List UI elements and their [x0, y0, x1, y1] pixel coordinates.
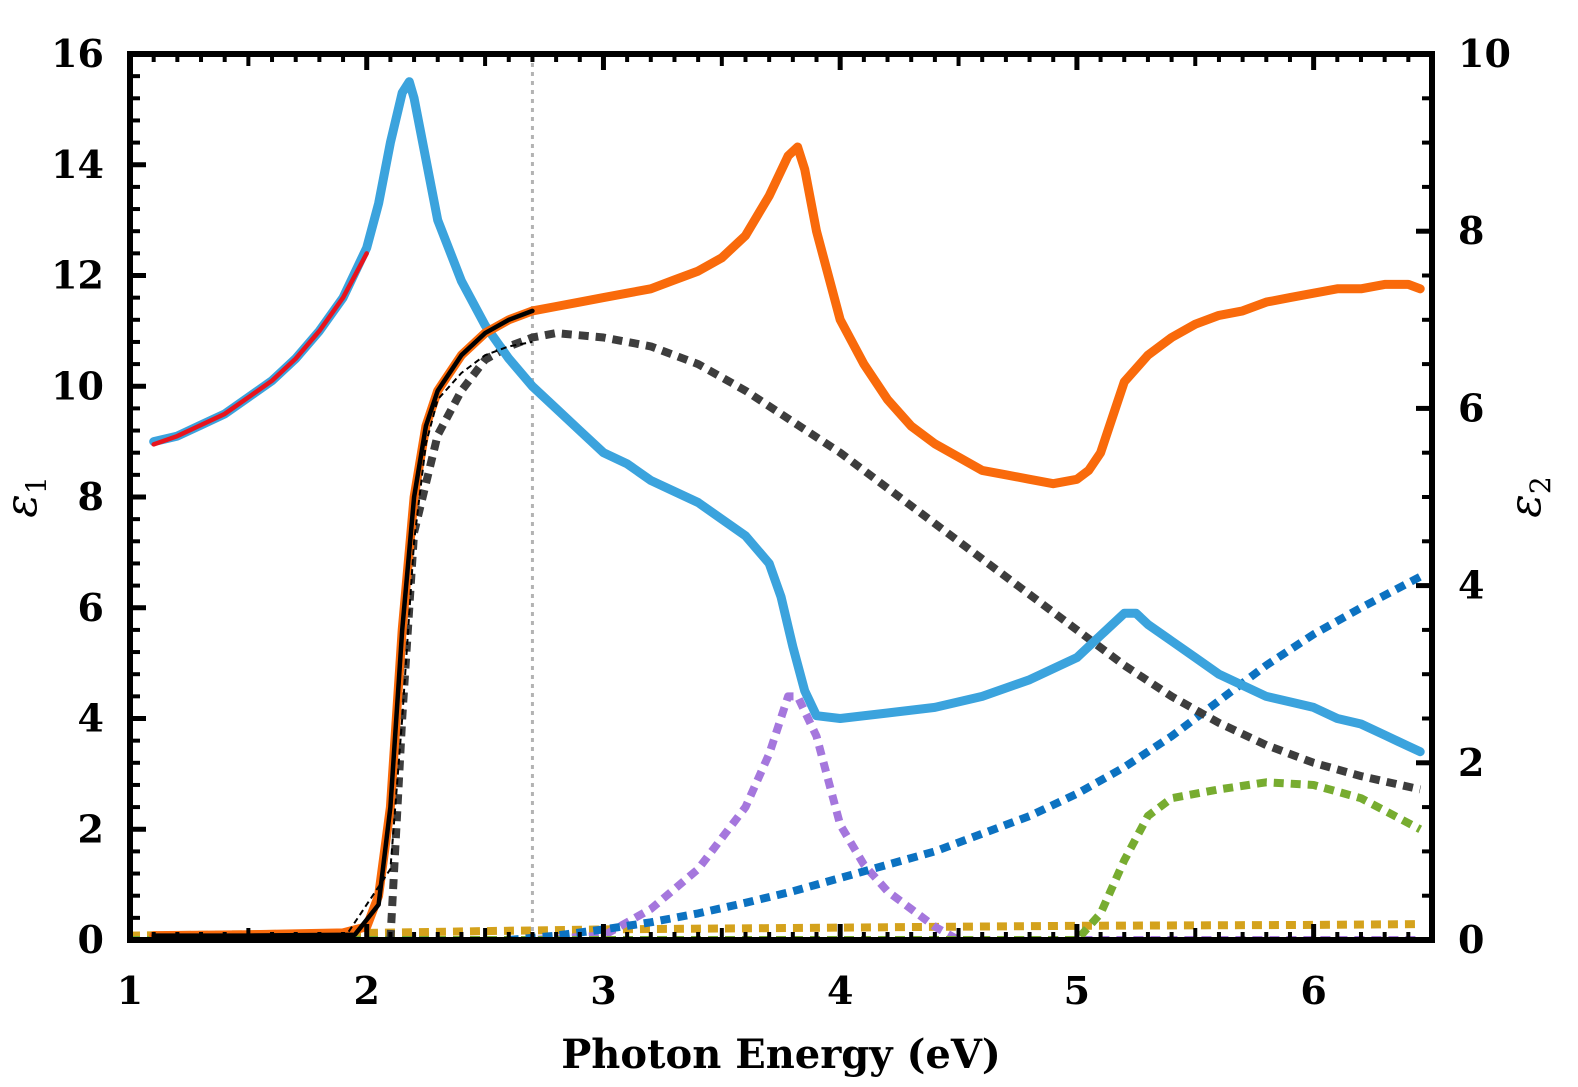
y-left-subscript: 1 — [20, 476, 53, 494]
series-oscillator-green — [130, 778, 1423, 940]
y-left-symbol: ε — [0, 494, 47, 518]
series-oscillator-black-dashed — [342, 340, 533, 940]
y-right-subscript: 2 — [1524, 476, 1557, 494]
y-left-tick-label: 16 — [51, 31, 104, 76]
y-left-tick-label: 10 — [51, 363, 104, 408]
series-oscillator-dark-grey — [386, 329, 1422, 940]
y-right-tick-label: 2 — [1458, 740, 1484, 785]
y-right-symbol: ε — [1500, 494, 1551, 518]
plot-frame — [127, 51, 1435, 943]
y-right-tick-label: 10 — [1458, 31, 1511, 76]
x-tick-label: 4 — [827, 968, 853, 1013]
svg-text:ε2: ε2 — [1500, 476, 1557, 517]
y-right-axis-title: ε2 — [1500, 476, 1557, 517]
x-tick-label: 5 — [1064, 968, 1090, 1013]
y-right-tick-label: 4 — [1458, 563, 1484, 608]
y-left-axis-title: ε1 — [0, 476, 53, 517]
y-left-tick-label: 4 — [78, 696, 104, 741]
series-oscillator-gold — [130, 920, 1421, 940]
x-tick-label: 6 — [1300, 968, 1326, 1013]
y-left-tick-label: 0 — [78, 917, 104, 962]
x-axis-title: Photon Energy (eV) — [561, 1031, 1001, 1078]
x-tick-label: 3 — [590, 968, 616, 1013]
y-left-tick-label: 8 — [78, 474, 104, 519]
y-right-tick-label: 6 — [1458, 385, 1484, 430]
series-epsilon1-measured — [149, 77, 1425, 757]
x-tick-label: 2 — [354, 968, 380, 1013]
y-left-tick-label: 14 — [51, 142, 104, 187]
y-left-tick-label: 2 — [78, 806, 104, 851]
series-oscillator-blue — [508, 573, 1423, 940]
y-left-tick-label: 6 — [78, 585, 104, 630]
svg-text:ε1: ε1 — [0, 476, 53, 517]
y-left-tick-label: 12 — [51, 253, 104, 298]
series-epsilon1-fit-red — [151, 251, 369, 447]
y-right-tick-label: 8 — [1458, 208, 1484, 253]
y-right-tick-label: 0 — [1458, 917, 1484, 962]
series-epsilon2-fit-black — [151, 308, 535, 938]
x-tick-label: 1 — [117, 968, 143, 1013]
